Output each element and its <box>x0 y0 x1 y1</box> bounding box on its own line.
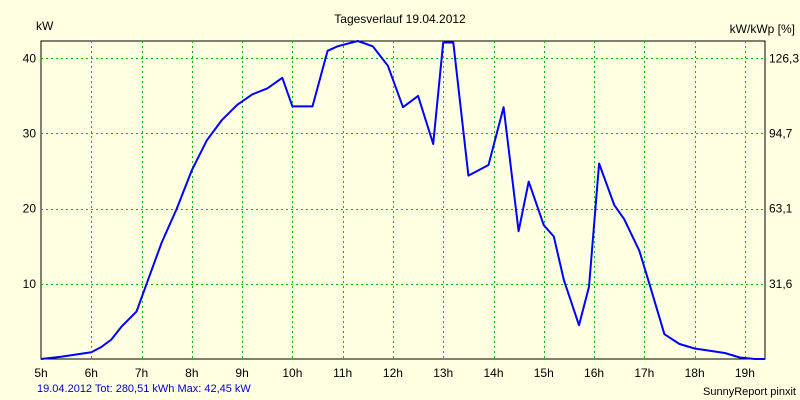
x-tick-label: 8h <box>185 366 198 380</box>
y-axis-left-label: kW <box>36 19 54 33</box>
footer-summary: 19.04.2012 Tot: 280,51 kWh Max: 42,45 kW <box>37 383 251 395</box>
series-line-0 <box>40 40 765 360</box>
x-tick-label: 11h <box>333 366 352 380</box>
y-tick-label-right: 94,7 <box>769 126 793 140</box>
x-tick-label: 10h <box>282 366 302 380</box>
x-tick-label: 13h <box>433 366 453 380</box>
y-tick-label-right: 63,1 <box>769 202 793 216</box>
y-tick-labels-right: 31,6 63,1 94,7 126,3 <box>769 51 799 291</box>
x-tick-label: 6h <box>85 366 98 380</box>
x-tick-labels: 5h 6h 7h 8h 9h 10h 11h 12h 13h 14h 15h 16h 17h 18h 19h <box>34 366 755 380</box>
y-tick-label-left: 10 <box>23 277 37 291</box>
y-tick-label-right: 31,6 <box>769 277 793 291</box>
x-tick-label: 17h <box>634 366 654 380</box>
x-tick-label: 16h <box>584 366 604 380</box>
chart-title: Tagesverlauf 19.04.2012 <box>334 12 466 26</box>
y-axis-right-label: kW/kWp [%] <box>730 22 795 36</box>
x-tick-label: 19h <box>735 366 755 380</box>
y-tick-label-right: 126,3 <box>769 51 799 65</box>
x-tick-label: 12h <box>383 366 403 380</box>
data-series <box>40 40 765 360</box>
x-tick-label: 14h <box>483 366 503 380</box>
footer-credit: SunnyReport pinxit <box>703 386 796 398</box>
x-tick-label: 15h <box>534 366 554 380</box>
x-tick-label: 5h <box>34 366 47 380</box>
x-tick-label: 18h <box>685 366 705 380</box>
y-tick-label-left: 30 <box>23 126 37 140</box>
y-tick-label-left: 20 <box>23 202 37 216</box>
x-tick-label: 9h <box>235 366 248 380</box>
x-tick-label: 7h <box>135 366 148 380</box>
y-tick-labels-left: 10 20 30 40 <box>23 51 37 291</box>
grid-lines <box>41 41 765 359</box>
y-tick-label-left: 40 <box>23 51 37 65</box>
plot-area <box>40 40 766 360</box>
